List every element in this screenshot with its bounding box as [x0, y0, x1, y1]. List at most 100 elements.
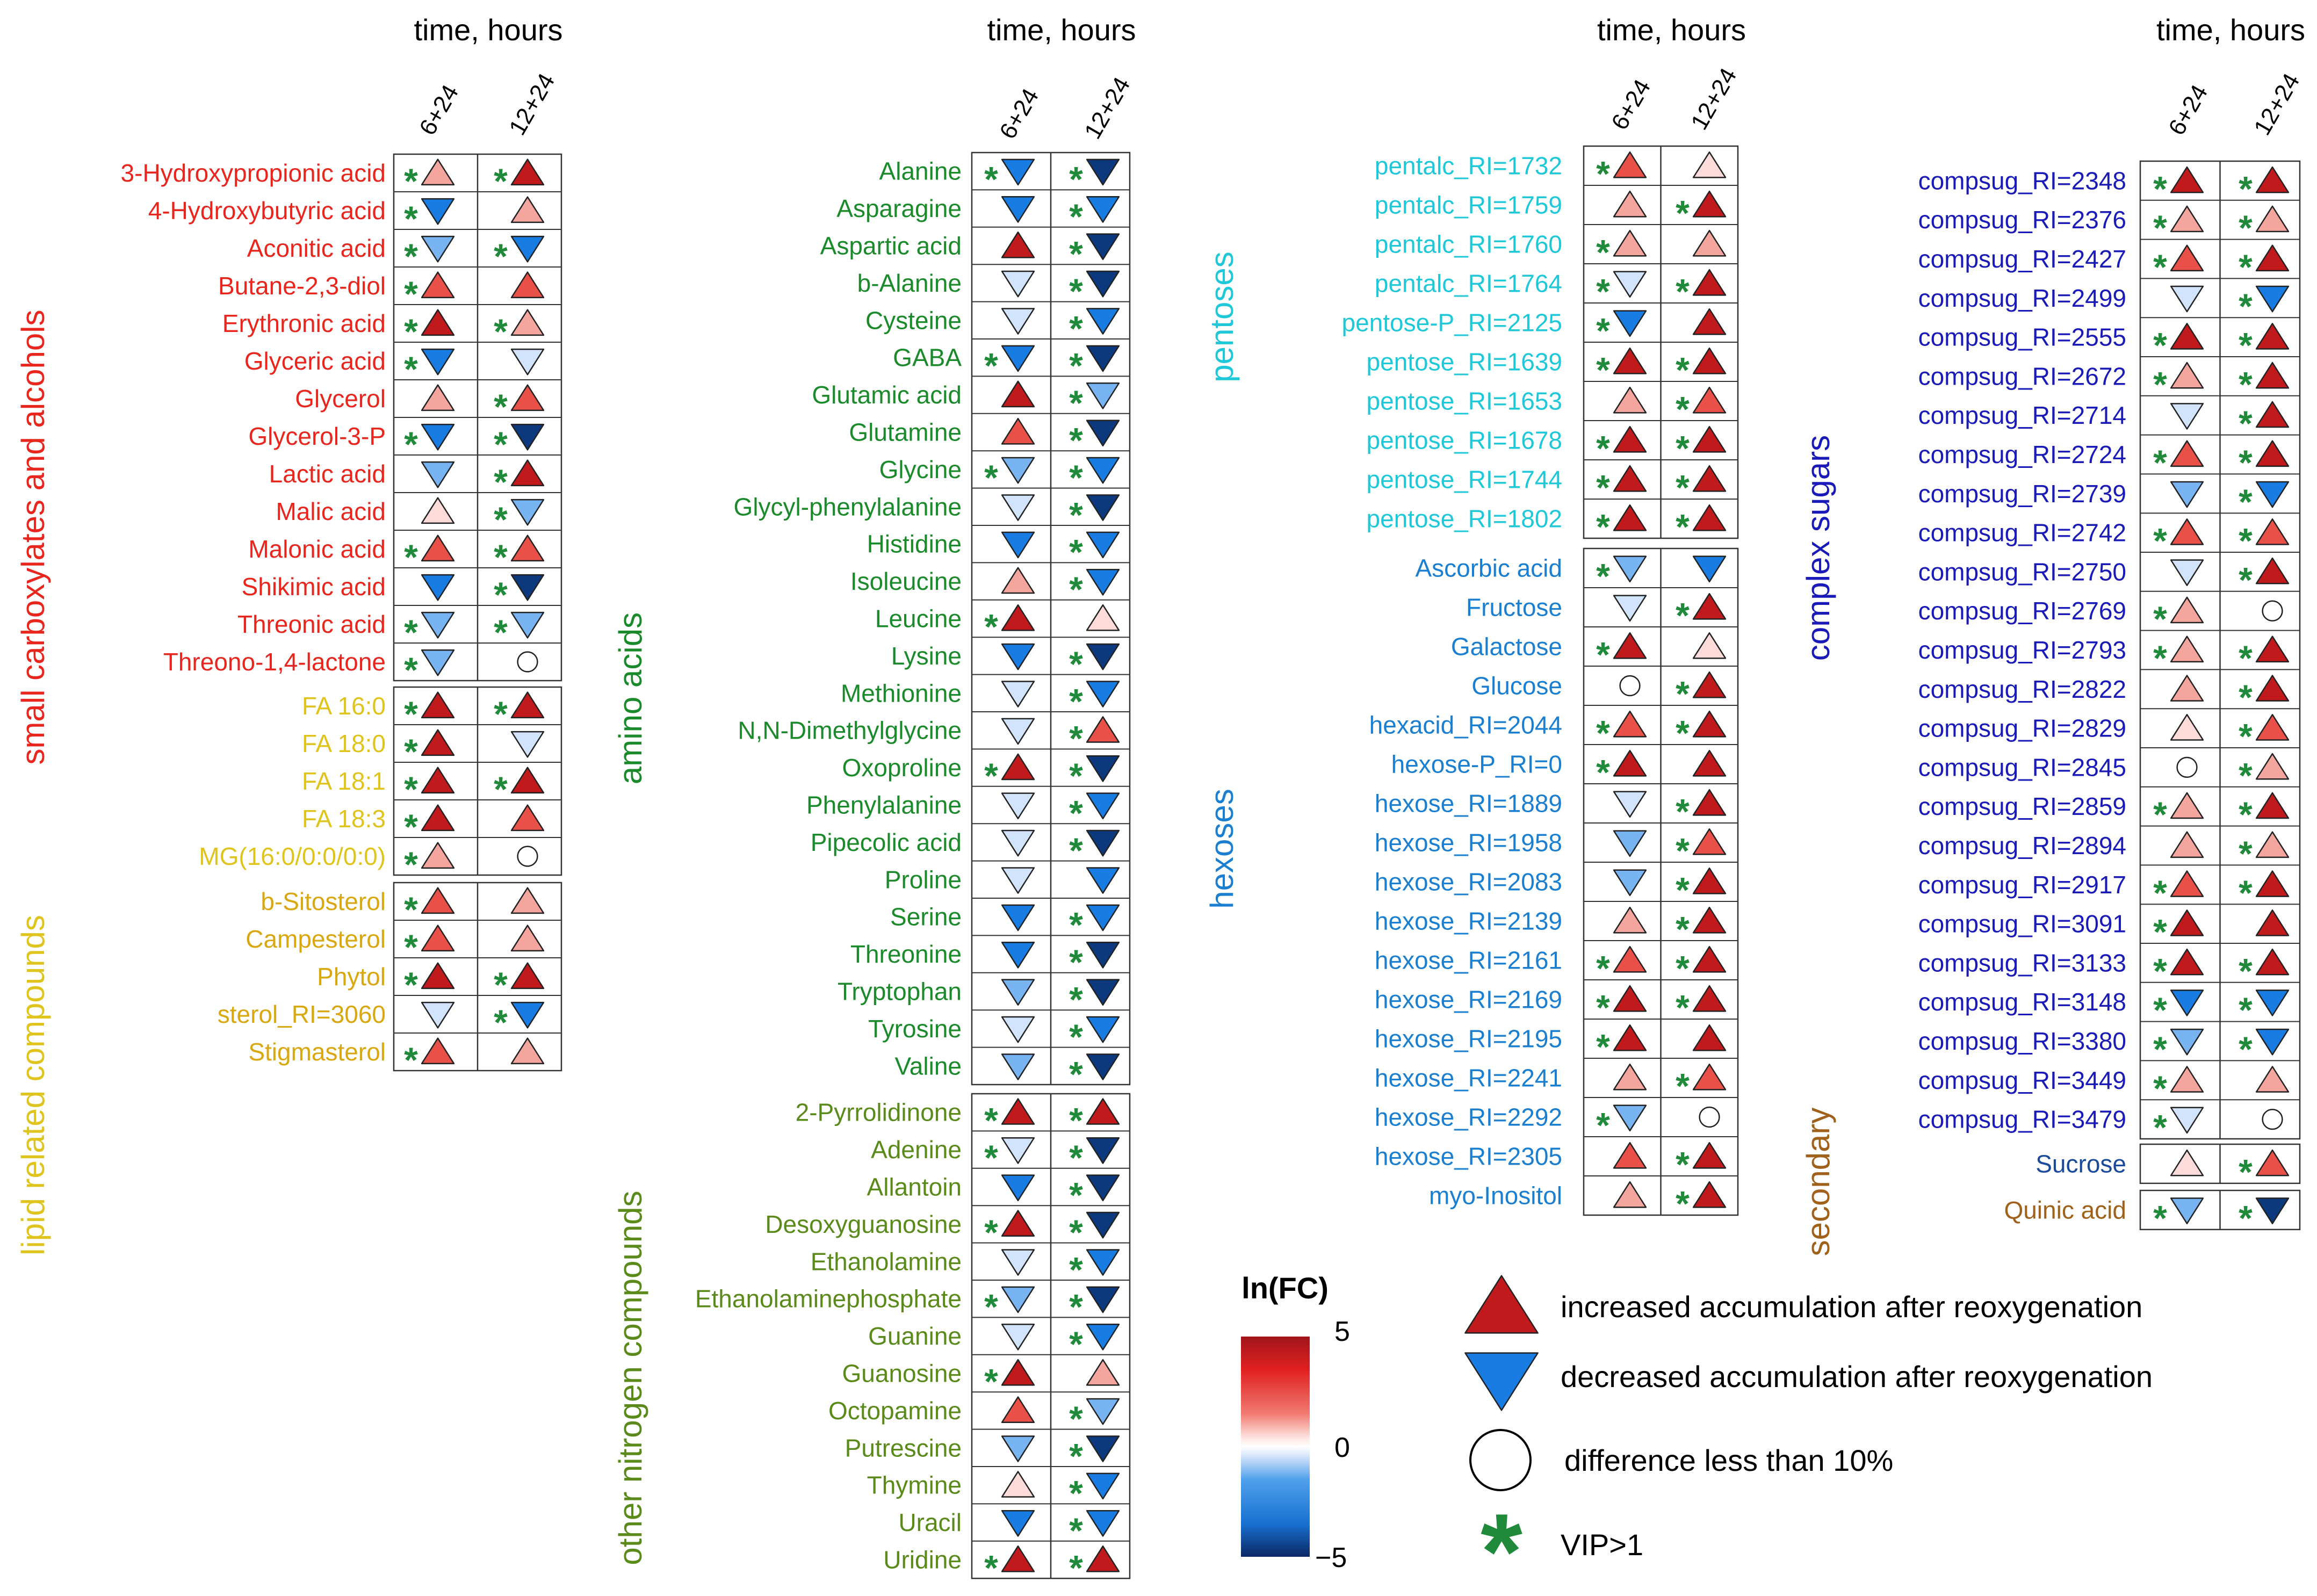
fold-change-marker: [1692, 906, 1727, 934]
fold-change-marker: [2170, 909, 2204, 936]
metabolite-label: Glycerol-3-P: [248, 422, 386, 450]
vip-star: *: [2153, 1029, 2167, 1069]
fold-change-marker: [2170, 675, 2204, 702]
vip-star: *: [494, 537, 508, 577]
fold-change-marker: [510, 691, 545, 719]
fold-change-marker: [2255, 362, 2290, 389]
vip-star: *: [404, 650, 418, 690]
fold-change-marker: [421, 842, 455, 869]
fold-change-marker: [1086, 1324, 1120, 1351]
fold-change-marker: [1086, 716, 1120, 743]
fold-change-marker: [421, 497, 455, 524]
metabolite-label: Aconitic acid: [247, 234, 386, 262]
colorbar-mid-label: 0: [1334, 1432, 1350, 1463]
vip-star: *: [1069, 681, 1083, 721]
metabolite-label: Tyrosine: [868, 1015, 962, 1043]
metabolite-label: FA 18:1: [302, 767, 386, 795]
fold-change-marker: [1001, 1545, 1035, 1572]
fold-change-marker: [1001, 196, 1035, 223]
fold-change-marker: [1086, 1053, 1120, 1080]
vip-star: *: [404, 274, 418, 314]
vip-star: *: [2153, 247, 2167, 287]
metabolite-label: pentose_RI=1744: [1367, 466, 1562, 494]
vip-star: *: [2239, 560, 2253, 600]
fold-change-marker: [1613, 830, 1647, 857]
vip-star: *: [1676, 507, 1690, 547]
vip-star: *: [404, 927, 418, 967]
vip-star: *: [2239, 443, 2253, 482]
vip-star: *: [1069, 271, 1083, 311]
metabolite-label: compsug_RI=2750: [1918, 558, 2126, 586]
fold-change-marker: [2255, 401, 2290, 428]
fold-change-marker: [1692, 632, 1727, 659]
fold-change-marker: [1001, 681, 1035, 707]
vip-star: *: [1069, 234, 1083, 274]
group-label-lipid-related-compounds: lipid related compounds: [15, 915, 51, 1255]
metabolite-label: compsug_RI=2427: [1918, 245, 2126, 273]
fold-change-marker: [1613, 869, 1647, 897]
vip-star: *: [984, 1101, 998, 1140]
vip-star: *: [404, 694, 418, 734]
fold-change-marker: [1001, 718, 1035, 745]
vip-star: *: [1676, 468, 1690, 508]
panel-2-time-axis-title: time, hours: [987, 13, 1136, 47]
vip-star: *: [1596, 154, 1610, 194]
fold-change-marker: [1613, 595, 1647, 622]
fold-change-marker: [1692, 504, 1727, 531]
legend-vip-text: VIP>1: [1561, 1528, 1643, 1562]
metabolite-label: compsug_RI=2739: [1918, 480, 2126, 508]
vip-star: *: [2239, 521, 2253, 561]
fold-change-marker: [2255, 1066, 2290, 1093]
vip-star: *: [2239, 286, 2253, 326]
vip-star: *: [404, 965, 418, 1005]
vip-star: *: [404, 769, 418, 809]
fold-change-marker: [1613, 1104, 1647, 1132]
fold-change-marker: [2255, 244, 2290, 272]
metabolite-label: Allantoin: [867, 1173, 962, 1201]
fold-change-marker: [1001, 1471, 1035, 1498]
fold-change-marker: [510, 962, 545, 990]
vip-star: *: [494, 694, 508, 734]
metabolite-label: Valine: [895, 1052, 962, 1080]
fold-change-marker: [1086, 569, 1120, 596]
metabolite-label: hexose_RI=2292: [1375, 1103, 1562, 1131]
metabolite-label: compsug_RI=2845: [1918, 753, 2126, 781]
fold-change-marker: [510, 309, 545, 336]
fold-change-marker: [1001, 1053, 1035, 1080]
panel-2-column-label-1: 6+24: [994, 84, 1044, 143]
vip-star: *: [1676, 988, 1690, 1028]
panel-3-column-label-2: 12+24: [1686, 63, 1742, 134]
metabolite-label: Histidine: [867, 530, 962, 558]
fold-change-marker: [421, 925, 455, 952]
fold-change-marker: [1001, 417, 1035, 445]
vip-star: *: [1676, 193, 1690, 233]
fold-change-marker: [2170, 166, 2204, 193]
fold-change-marker: [421, 423, 455, 451]
fold-change-marker: [2262, 600, 2283, 622]
vip-star: *: [2239, 834, 2253, 873]
vip-star: *: [1069, 1511, 1083, 1550]
vip-star: *: [1596, 429, 1610, 468]
metabolite-label: Thymine: [867, 1471, 962, 1499]
fold-change-marker: [1001, 567, 1035, 594]
fold-change-marker: [2255, 166, 2290, 193]
vip-star: *: [1596, 949, 1610, 988]
metabolite-label: Octopamine: [828, 1397, 962, 1425]
metabolite-label: hexacid_RI=2044: [1369, 711, 1562, 739]
fold-change-marker: [1086, 457, 1120, 484]
fold-change-marker: [1613, 229, 1647, 257]
vip-star: *: [2153, 443, 2167, 482]
fold-change-marker: [2170, 403, 2204, 430]
vip-star: *: [404, 312, 418, 351]
fold-change-marker: [1613, 749, 1647, 777]
metabolite-label: compsug_RI=2793: [1918, 636, 2126, 664]
vip-star: *: [1069, 644, 1083, 684]
fold-change-marker: [2170, 244, 2204, 272]
metabolite-label: compsug_RI=2724: [1918, 440, 2126, 468]
panel-4-column-label-1: 6+24: [2163, 81, 2213, 140]
fold-change-marker: [1692, 1181, 1727, 1208]
vip-star: *: [1596, 753, 1610, 792]
fold-change-marker: [510, 1037, 545, 1065]
metabolite-label: compsug_RI=3380: [1918, 1027, 2126, 1055]
vip-star: *: [984, 607, 998, 647]
